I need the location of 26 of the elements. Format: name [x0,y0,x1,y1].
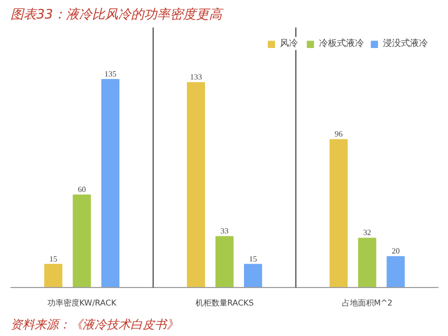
legend-label: 冷板式液冷 [319,38,364,50]
text: 资料来源：《液冷技术白皮书》 [10,318,178,332]
data-label: 60 [78,185,86,194]
bar [101,79,120,288]
bar [386,256,405,288]
data-label: 32 [363,228,372,238]
chart-title: 图表33：液冷比风冷的功率密度更高 [10,6,224,22]
data-label: 33 [220,226,228,236]
x-tick-label: 机柜数量RACKS [195,298,254,308]
legend-label: 风冷 [280,38,299,50]
x-tick-label: 占地面积M^2 [342,298,393,308]
data-label: 15 [249,254,258,264]
data-label: 135 [104,70,116,78]
data-label: 15 [49,254,58,264]
legend-label: 浸没式液冷 [383,38,428,50]
data-label: 20 [392,246,400,256]
bar [72,194,91,288]
bar [44,264,62,288]
data-label: 133 [190,72,202,82]
bar [358,238,376,288]
x-tick-label: 功率密度KW/RACK [47,298,118,308]
data-label: 96 [334,130,343,139]
bar [330,139,348,288]
bar [244,264,262,288]
bar [215,236,234,288]
bar [186,82,206,288]
